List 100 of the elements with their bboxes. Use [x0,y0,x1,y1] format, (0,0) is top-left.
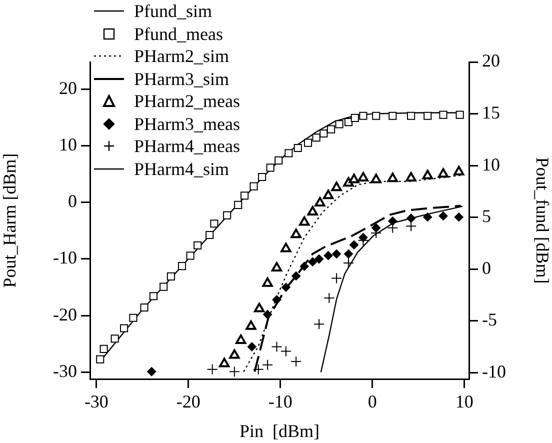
point [250,182,258,190]
point [120,324,128,332]
point [314,318,325,330]
point [254,302,265,312]
point [292,271,301,280]
point [129,314,138,322]
point [262,359,274,370]
point [324,292,335,304]
point [300,262,309,271]
point [147,367,156,376]
point [370,174,382,184]
y2-tick-label: 20 [482,50,500,71]
x-tick-label: -20 [176,392,200,412]
point [308,257,318,266]
legend-label: Pfund_sim [134,0,212,22]
point [228,366,240,378]
x-tick-label: 0 [368,392,377,412]
point [331,182,342,192]
point [406,220,417,232]
point [332,249,342,258]
point [160,282,168,291]
point [407,112,416,120]
point [454,212,464,222]
y-tick-label: -10 [53,248,77,268]
point [422,170,433,180]
point [236,334,246,344]
point [320,129,328,138]
point [344,249,353,258]
point [438,211,448,220]
point [246,320,256,330]
y-tick-label: -30 [53,360,77,381]
y-tick-label: -20 [53,304,77,324]
point [263,310,272,319]
point [229,349,240,359]
point [194,241,202,250]
point [271,262,282,272]
point [218,358,230,368]
y2-tick-label: 15 [482,102,500,123]
point [149,292,158,300]
point [258,172,266,182]
x-tick-label: -10 [268,392,292,412]
y2-tick-label: -5 [482,310,497,330]
point [299,216,310,226]
point [344,118,353,126]
point [110,334,119,343]
point [234,200,242,209]
y-axis-title: Pout_Harm [dBm] [0,153,20,288]
point [262,277,273,287]
point [358,172,369,182]
point [210,220,218,228]
y-tick-label: 20 [59,78,77,98]
point [280,242,292,252]
legend-label: PHarm4_meas [134,135,240,158]
point [348,174,360,184]
point [406,172,416,182]
y2-tick-label: 0 [482,258,491,278]
point [359,112,368,120]
point [322,190,334,200]
point [456,110,464,119]
point [240,192,249,200]
y2-tick-label: 10 [482,154,500,174]
point [272,295,282,304]
point [274,156,283,164]
point [280,346,292,357]
point [307,206,318,216]
point [223,211,232,220]
point [266,164,274,172]
point [206,364,218,375]
point [388,112,397,120]
point [424,112,432,120]
point [206,230,214,240]
y-tick-label: 0 [68,191,77,212]
point [271,341,282,352]
point [387,172,398,182]
point [252,364,264,375]
legend-label: Pfund_meas [134,22,223,45]
point [324,251,333,260]
point [166,272,175,280]
y2-tick-label: -10 [482,362,506,382]
y2-tick-label: 5 [482,206,491,226]
legend-label: PHarm4_sim [134,158,230,180]
legend-label: PHarm3_meas [134,112,240,135]
point [140,303,148,312]
x-tick-label: 10 [455,392,474,412]
legend-label: PHarm2_sim [134,45,230,68]
point [331,272,342,284]
point [314,196,326,206]
point [290,356,302,367]
point [294,144,302,152]
legend-label: PHarm3_sim [134,68,230,90]
point [304,138,312,147]
x-axis-title: Pin [dBm] [239,420,320,441]
point [439,110,448,119]
point [100,344,108,353]
point [247,342,256,352]
point [281,282,290,292]
point [342,257,354,268]
point [96,355,104,364]
point [423,212,432,222]
point [186,252,194,260]
